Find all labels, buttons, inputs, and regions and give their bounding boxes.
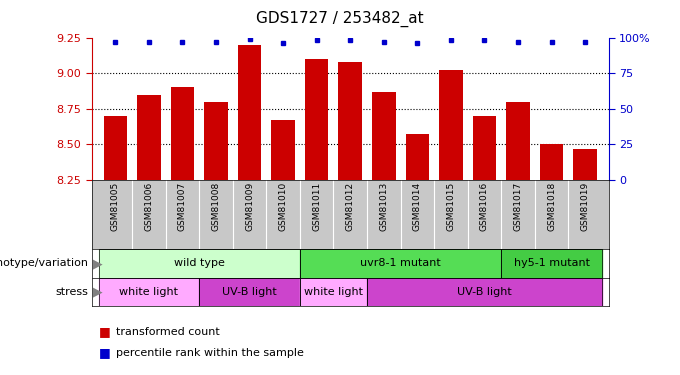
- Text: GSM81013: GSM81013: [379, 182, 388, 231]
- Bar: [99, 249, 300, 278]
- Bar: [300, 278, 367, 306]
- Text: white light: white light: [120, 286, 178, 297]
- Bar: [367, 278, 602, 306]
- Text: GSM81014: GSM81014: [413, 182, 422, 231]
- Text: ■: ■: [99, 346, 110, 359]
- Bar: [501, 249, 602, 278]
- Text: GSM81007: GSM81007: [178, 182, 187, 231]
- Text: GSM81009: GSM81009: [245, 182, 254, 231]
- Bar: [99, 249, 300, 278]
- Text: GSM81018: GSM81018: [547, 182, 556, 231]
- Text: GSM81017: GSM81017: [513, 182, 522, 231]
- Bar: [99, 278, 199, 306]
- Bar: [171, 87, 194, 180]
- Text: UV-B light: UV-B light: [457, 286, 512, 297]
- Bar: [372, 92, 396, 180]
- Bar: [204, 102, 228, 180]
- Bar: [137, 94, 160, 180]
- Bar: [573, 148, 597, 180]
- Bar: [540, 144, 563, 180]
- Text: UV-B light: UV-B light: [222, 286, 277, 297]
- Text: genotype/variation: genotype/variation: [0, 258, 88, 268]
- Bar: [199, 278, 300, 306]
- Text: GDS1727 / 253482_at: GDS1727 / 253482_at: [256, 11, 424, 27]
- Bar: [439, 70, 462, 180]
- Text: GSM81006: GSM81006: [144, 182, 154, 231]
- Text: GSM81008: GSM81008: [211, 182, 220, 231]
- Bar: [300, 278, 367, 306]
- Text: hy5-1 mutant: hy5-1 mutant: [513, 258, 590, 268]
- Text: GSM81016: GSM81016: [480, 182, 489, 231]
- Bar: [367, 278, 602, 306]
- Bar: [501, 249, 602, 278]
- Text: GSM81019: GSM81019: [581, 182, 590, 231]
- Text: GSM81015: GSM81015: [446, 182, 456, 231]
- Text: ▶: ▶: [93, 285, 103, 298]
- Text: stress: stress: [56, 286, 88, 297]
- Text: ▶: ▶: [93, 257, 103, 270]
- Bar: [238, 45, 261, 180]
- Text: GSM81012: GSM81012: [345, 182, 355, 231]
- Bar: [506, 102, 530, 180]
- Text: wild type: wild type: [174, 258, 224, 268]
- Bar: [300, 249, 501, 278]
- Text: percentile rank within the sample: percentile rank within the sample: [116, 348, 303, 357]
- Bar: [103, 116, 127, 180]
- Bar: [305, 59, 328, 180]
- Bar: [339, 62, 362, 180]
- Bar: [405, 134, 429, 180]
- Bar: [199, 278, 300, 306]
- Text: GSM81005: GSM81005: [111, 182, 120, 231]
- Text: ■: ■: [99, 326, 110, 338]
- Text: GSM81011: GSM81011: [312, 182, 321, 231]
- Text: transformed count: transformed count: [116, 327, 220, 337]
- Bar: [271, 120, 295, 180]
- Text: uvr8-1 mutant: uvr8-1 mutant: [360, 258, 441, 268]
- Bar: [300, 249, 501, 278]
- Bar: [99, 278, 199, 306]
- Text: GSM81010: GSM81010: [279, 182, 288, 231]
- Bar: [473, 116, 496, 180]
- Text: white light: white light: [304, 286, 363, 297]
